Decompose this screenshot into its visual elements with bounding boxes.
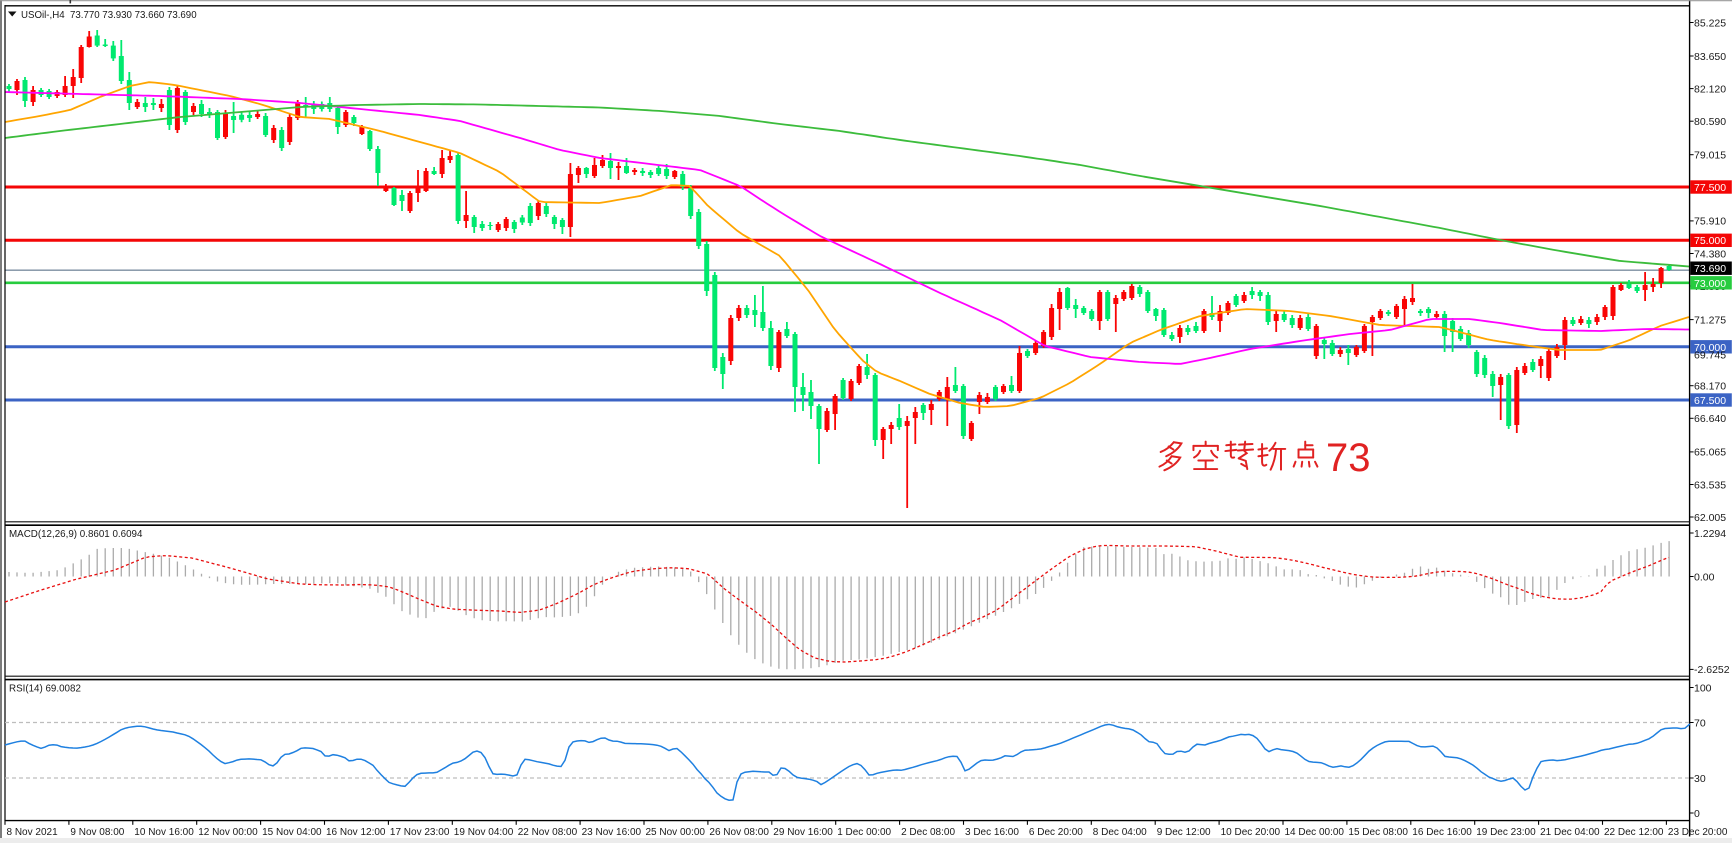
svg-text:14 Dec 00:00: 14 Dec 00:00 — [1285, 827, 1345, 838]
svg-text:79.015: 79.015 — [1694, 150, 1726, 162]
svg-text:66.640: 66.640 — [1694, 413, 1726, 425]
svg-text:73.000: 73.000 — [1694, 278, 1726, 290]
svg-text:100: 100 — [1694, 682, 1712, 694]
svg-text:23 Dec 20:00: 23 Dec 20:00 — [1668, 827, 1728, 838]
svg-text:70.000: 70.000 — [1694, 342, 1726, 354]
svg-text:10 Dec 20:00: 10 Dec 20:00 — [1221, 827, 1281, 838]
svg-text:30: 30 — [1694, 773, 1706, 785]
svg-text:68.170: 68.170 — [1694, 381, 1726, 393]
svg-text:71.275: 71.275 — [1694, 314, 1726, 326]
svg-text:USOil-,H4 73.770 73.930 73.66: USOil-,H4 73.770 73.930 73.660 73.690 — [21, 10, 197, 21]
svg-text:67.500: 67.500 — [1694, 395, 1726, 407]
svg-text:12 Nov 00:00: 12 Nov 00:00 — [198, 827, 258, 838]
svg-text:25 Nov 00:00: 25 Nov 00:00 — [646, 827, 706, 838]
svg-text:9 Dec 12:00: 9 Dec 12:00 — [1157, 827, 1211, 838]
svg-text:74.380: 74.380 — [1694, 248, 1726, 260]
svg-text:-2.6252: -2.6252 — [1694, 664, 1730, 676]
svg-text:1.2294: 1.2294 — [1694, 528, 1726, 540]
svg-text:69.745: 69.745 — [1694, 350, 1726, 362]
svg-text:26 Nov 08:00: 26 Nov 08:00 — [709, 827, 769, 838]
svg-text:17 Nov 23:00: 17 Nov 23:00 — [390, 827, 450, 838]
svg-text:15 Nov 04:00: 15 Nov 04:00 — [262, 827, 322, 838]
svg-text:16 Dec 16:00: 16 Dec 16:00 — [1412, 827, 1472, 838]
svg-text:16 Nov 12:00: 16 Nov 12:00 — [326, 827, 386, 838]
svg-text:70: 70 — [1694, 717, 1706, 729]
svg-text:62.005: 62.005 — [1694, 512, 1726, 524]
svg-text:65.065: 65.065 — [1694, 447, 1726, 459]
svg-text:8 Nov 2021: 8 Nov 2021 — [7, 827, 59, 838]
svg-text:22 Nov 08:00: 22 Nov 08:00 — [518, 827, 578, 838]
svg-text:0: 0 — [1694, 808, 1700, 820]
svg-text:23 Nov 16:00: 23 Nov 16:00 — [582, 827, 642, 838]
svg-text:21 Dec 04:00: 21 Dec 04:00 — [1540, 827, 1600, 838]
svg-text:3 Dec 16:00: 3 Dec 16:00 — [965, 827, 1019, 838]
svg-text:10 Nov 16:00: 10 Nov 16:00 — [134, 827, 194, 838]
svg-text:15 Dec 08:00: 15 Dec 08:00 — [1348, 827, 1408, 838]
svg-text:RSI(14) 69.0082: RSI(14) 69.0082 — [9, 684, 81, 695]
svg-text:73: 73 — [1326, 436, 1371, 480]
svg-text:75.910: 75.910 — [1694, 216, 1726, 228]
svg-text:85.225: 85.225 — [1694, 17, 1726, 29]
svg-text:19 Dec 23:00: 19 Dec 23:00 — [1476, 827, 1536, 838]
svg-text:73.690: 73.690 — [1694, 263, 1726, 275]
svg-text:1 Dec 00:00: 1 Dec 00:00 — [837, 827, 891, 838]
svg-text:0.00: 0.00 — [1694, 571, 1715, 583]
svg-text:63.535: 63.535 — [1694, 479, 1726, 491]
svg-text:83.650: 83.650 — [1694, 51, 1726, 63]
svg-text:75.000: 75.000 — [1694, 235, 1726, 247]
svg-text:2 Dec 08:00: 2 Dec 08:00 — [901, 827, 955, 838]
svg-text:77.500: 77.500 — [1694, 182, 1726, 194]
svg-text:82.120: 82.120 — [1694, 83, 1726, 95]
svg-text:80.590: 80.590 — [1694, 116, 1726, 128]
svg-text:19 Nov 04:00: 19 Nov 04:00 — [454, 827, 514, 838]
svg-text:8 Dec 04:00: 8 Dec 04:00 — [1093, 827, 1147, 838]
svg-text:6 Dec 20:00: 6 Dec 20:00 — [1029, 827, 1083, 838]
svg-text:9 Nov 08:00: 9 Nov 08:00 — [70, 827, 124, 838]
svg-text:29 Nov 16:00: 29 Nov 16:00 — [773, 827, 833, 838]
svg-text:MACD(12,26,9) 0.8601 0.6094: MACD(12,26,9) 0.8601 0.6094 — [9, 529, 143, 540]
svg-text:22 Dec 12:00: 22 Dec 12:00 — [1604, 827, 1664, 838]
